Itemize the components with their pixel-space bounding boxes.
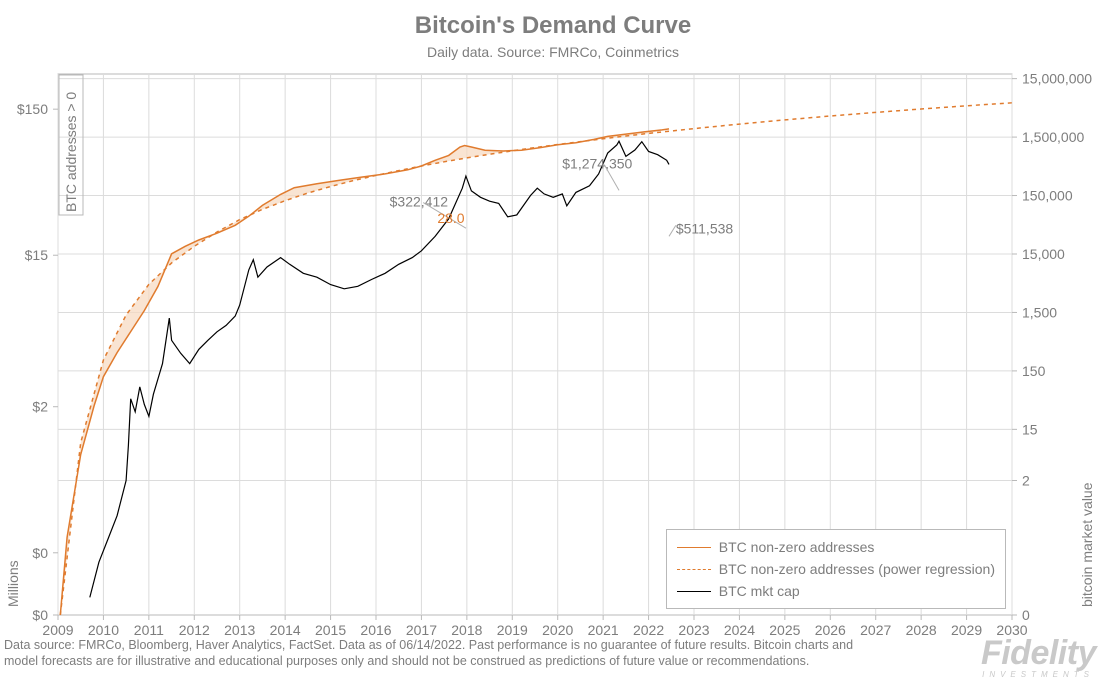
- svg-text:2023: 2023: [678, 622, 709, 638]
- footer-line-1: Data source: FMRCo, Bloomberg, Haver Ana…: [4, 638, 904, 652]
- svg-text:0: 0: [1022, 607, 1030, 623]
- svg-text:1,500,000: 1,500,000: [1022, 129, 1084, 145]
- svg-text:BTC addresses > 0: BTC addresses > 0: [63, 92, 79, 212]
- svg-text:2027: 2027: [860, 622, 891, 638]
- svg-text:1,500: 1,500: [1022, 304, 1057, 320]
- svg-text:$0: $0: [32, 545, 48, 561]
- svg-text:$2: $2: [32, 399, 48, 415]
- svg-text:2016: 2016: [360, 622, 391, 638]
- svg-text:28.0: 28.0: [437, 210, 464, 226]
- brand-logo-sub: INVESTMENTS: [982, 670, 1094, 679]
- svg-text:2011: 2011: [134, 622, 164, 638]
- svg-text:15,000,000: 15,000,000: [1022, 71, 1092, 87]
- svg-text:Millions: Millions: [5, 560, 21, 607]
- svg-text:150,000: 150,000: [1022, 188, 1073, 204]
- svg-text:2025: 2025: [769, 622, 800, 638]
- svg-text:2028: 2028: [906, 622, 937, 638]
- svg-text:2017: 2017: [406, 622, 437, 638]
- legend-item: BTC mkt cap: [677, 580, 995, 602]
- svg-text:2024: 2024: [724, 622, 755, 638]
- svg-text:2013: 2013: [224, 622, 255, 638]
- legend-swatch: [677, 591, 711, 592]
- svg-text:2012: 2012: [179, 622, 210, 638]
- svg-text:2020: 2020: [542, 622, 573, 638]
- svg-text:2029: 2029: [951, 622, 982, 638]
- legend-item: BTC non-zero addresses: [677, 536, 995, 558]
- legend-label: BTC non-zero addresses (power regression…: [719, 561, 995, 577]
- legend-label: BTC mkt cap: [719, 583, 800, 599]
- svg-text:$511,538: $511,538: [676, 221, 734, 237]
- svg-text:2015: 2015: [315, 622, 346, 638]
- svg-text:2014: 2014: [270, 622, 301, 638]
- svg-text:2021: 2021: [588, 622, 619, 638]
- chart-legend: BTC non-zero addresses BTC non-zero addre…: [666, 529, 1006, 609]
- legend-swatch: [677, 547, 711, 548]
- svg-text:2022: 2022: [633, 622, 664, 638]
- svg-text:2010: 2010: [88, 622, 119, 638]
- svg-text:bitcoin market value: bitcoin market value: [1079, 482, 1095, 607]
- legend-label: BTC non-zero addresses: [719, 539, 875, 555]
- svg-text:$150: $150: [17, 101, 48, 117]
- svg-text:2019: 2019: [497, 622, 528, 638]
- brand-logo: Fidelity: [981, 634, 1096, 673]
- svg-text:$0: $0: [32, 607, 48, 623]
- footer-line-2: model forecasts are for illustrative and…: [4, 654, 904, 668]
- svg-text:2026: 2026: [815, 622, 846, 638]
- svg-text:15: 15: [1022, 421, 1038, 437]
- svg-text:2009: 2009: [42, 622, 73, 638]
- legend-item: BTC non-zero addresses (power regression…: [677, 558, 995, 580]
- svg-text:150: 150: [1022, 363, 1046, 379]
- svg-text:2018: 2018: [451, 622, 482, 638]
- svg-text:2: 2: [1022, 472, 1030, 488]
- legend-swatch: [677, 569, 711, 570]
- svg-text:15,000: 15,000: [1022, 246, 1065, 262]
- svg-text:$322,412: $322,412: [390, 194, 449, 210]
- svg-text:$15: $15: [25, 247, 49, 263]
- svg-text:$1,274,350: $1,274,350: [562, 156, 632, 172]
